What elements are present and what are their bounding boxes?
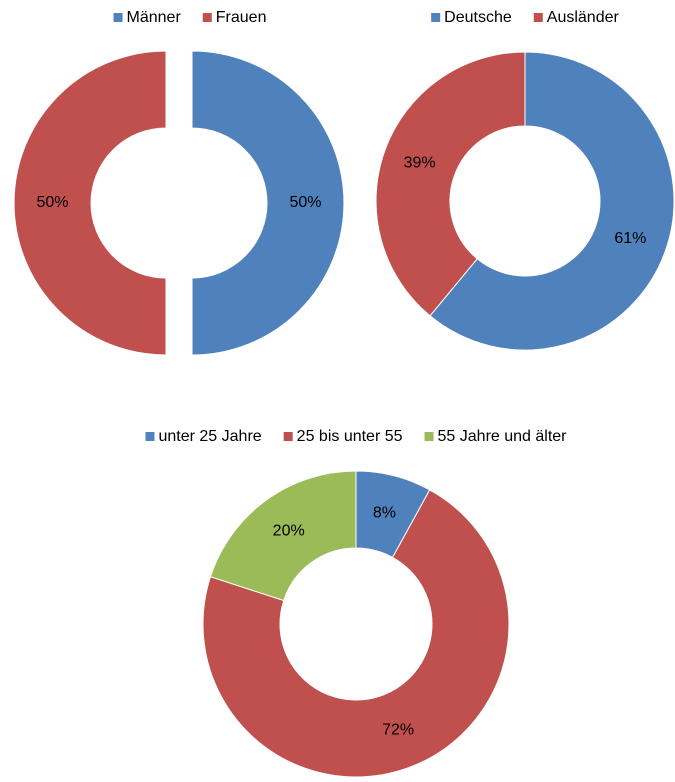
legend-swatch [431, 13, 441, 22]
legend-label: Deutsche [444, 9, 512, 26]
donut-segment [191, 50, 345, 356]
legend-swatch [424, 432, 434, 441]
legend-label: 25 bis unter 55 [297, 428, 403, 445]
legend-label: 55 Jahre und älter [438, 428, 568, 445]
donut-segment [13, 50, 167, 356]
data-label: 61% [614, 230, 646, 247]
legend-swatch [533, 13, 543, 22]
legend-label: Ausländer [547, 9, 620, 26]
donut-segment [375, 51, 526, 317]
legend-label: unter 25 Jahre [158, 428, 261, 445]
legend-swatch [202, 13, 212, 22]
data-label: 72% [382, 722, 414, 739]
donut-segment [429, 51, 675, 351]
legend-swatch [145, 432, 155, 441]
data-label: 39% [404, 154, 436, 171]
legend-label: Frauen [216, 9, 267, 26]
legend-swatch [283, 432, 293, 441]
data-label: 50% [36, 194, 68, 211]
legend-swatch [113, 13, 123, 22]
data-label: 50% [289, 194, 321, 211]
donut-segment [202, 489, 510, 778]
donut-segment [209, 470, 357, 602]
data-label: 20% [273, 523, 305, 540]
data-label: 8% [373, 504, 396, 521]
legend-label: Männer [127, 9, 182, 26]
